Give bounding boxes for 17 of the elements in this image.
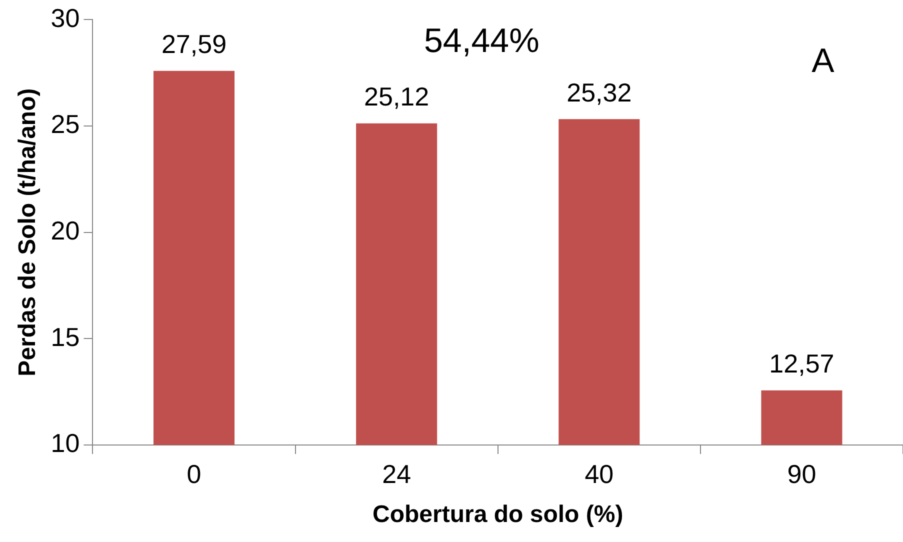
annotation: 54,44% — [424, 22, 540, 60]
y-axis-title: Perdas de Solo (t/ha/ano) — [14, 88, 42, 376]
x-tick-label: 0 — [186, 458, 202, 489]
x-axis-title: Cobertura do solo (%) — [372, 501, 624, 528]
y-tick-label: 15 — [50, 322, 80, 352]
data-label: 25,12 — [364, 82, 430, 112]
data-label: 27,59 — [161, 29, 227, 60]
y-tick-label: 10 — [50, 428, 80, 458]
x-tick-label: 40 — [584, 458, 614, 489]
annotation: A — [812, 42, 835, 80]
y-tick-label: 20 — [50, 215, 80, 246]
data-label: 12,57 — [769, 348, 834, 379]
x-tick-label: 24 — [382, 458, 412, 489]
data-label: 25,32 — [566, 77, 632, 108]
x-tick-label: 90 — [787, 458, 816, 489]
y-tick-label: 25 — [50, 109, 80, 140]
y-tick-label: 30 — [50, 2, 80, 33]
